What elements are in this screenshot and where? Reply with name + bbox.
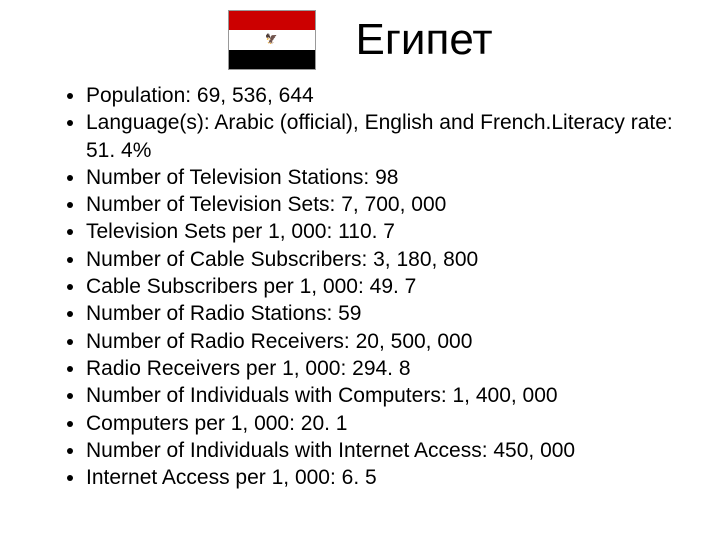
list-item: Number of Cable Subscribers: 3, 180, 800 xyxy=(86,246,690,273)
list-item: Television Sets per 1, 000: 110. 7 xyxy=(86,218,690,245)
list-item: Language(s): Arabic (official), English … xyxy=(86,109,690,164)
list-item: Cable Subscribers per 1, 000: 49. 7 xyxy=(86,273,690,300)
flag-emblem-icon: 🦅 xyxy=(265,35,277,45)
slide: 🦅 Египет Population: 69, 536, 644 Langua… xyxy=(0,0,720,540)
list-item: Population: 69, 536, 644 xyxy=(86,82,690,109)
list-item: Number of Individuals with Computers: 1,… xyxy=(86,382,690,409)
flag-egypt: 🦅 xyxy=(228,10,316,70)
flag-stripe-top xyxy=(229,11,315,30)
flag-stripe-middle: 🦅 xyxy=(229,30,315,49)
list-item: Number of Television Stations: 98 xyxy=(86,164,690,191)
list-item: Radio Receivers per 1, 000: 294. 8 xyxy=(86,355,690,382)
list-item: Number of Individuals with Internet Acce… xyxy=(86,437,690,464)
list-item: Number of Radio Stations: 59 xyxy=(86,300,690,327)
list-item: Internet Access per 1, 000: 6. 5 xyxy=(86,464,690,491)
facts-list: Population: 69, 536, 644 Language(s): Ar… xyxy=(30,82,690,491)
list-item: Number of Television Sets: 7, 700, 000 xyxy=(86,191,690,218)
list-item: Number of Radio Receivers: 20, 500, 000 xyxy=(86,328,690,355)
page-title: Египет xyxy=(356,15,493,65)
list-item: Computers per 1, 000: 20. 1 xyxy=(86,410,690,437)
header: 🦅 Египет xyxy=(30,10,690,70)
flag-stripe-bottom xyxy=(229,50,315,69)
